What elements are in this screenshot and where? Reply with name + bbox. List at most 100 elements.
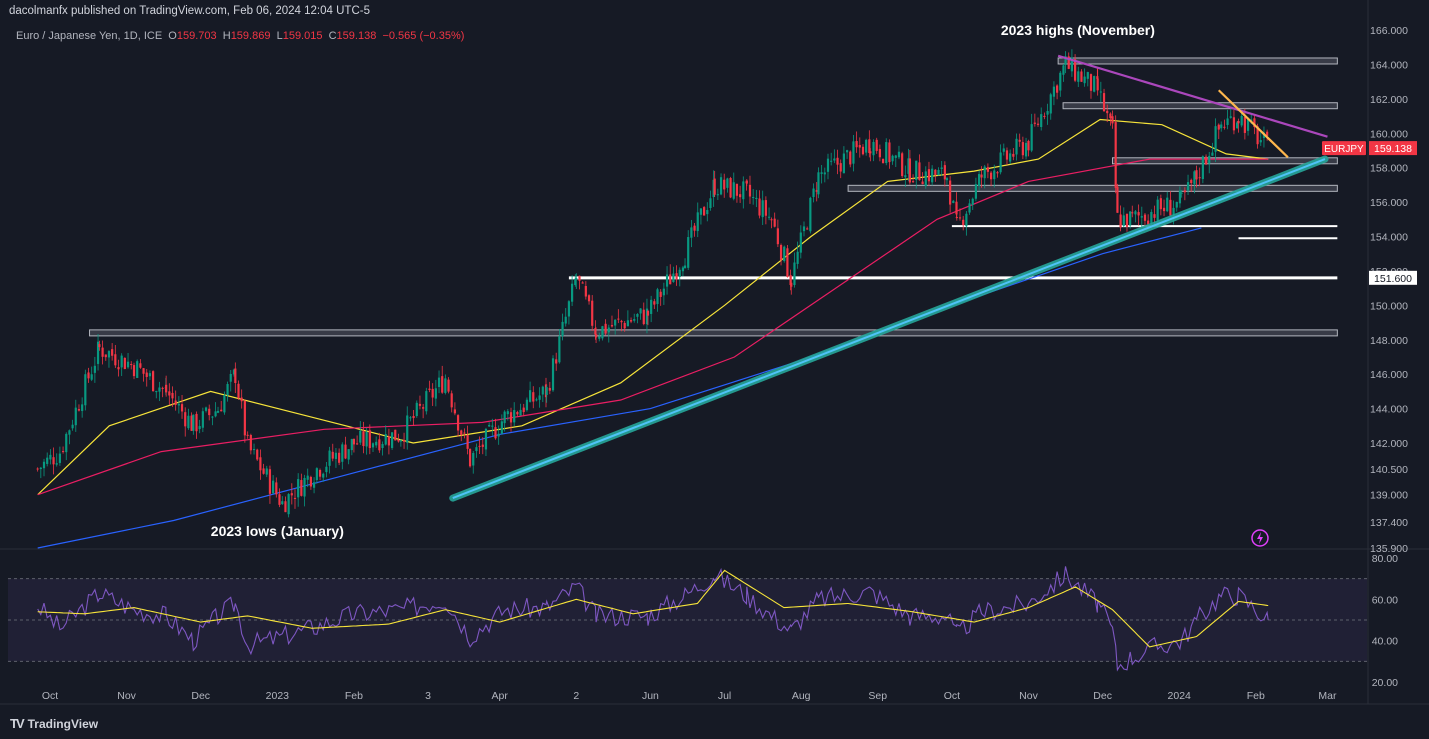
candle-body (687, 237, 690, 268)
candle-body (1143, 214, 1147, 221)
candle-body (415, 402, 418, 417)
candle-body (208, 408, 211, 416)
candle-body (216, 410, 220, 413)
price-tick-label: 146.000 (1370, 369, 1408, 381)
candle-body (359, 430, 362, 443)
candle-body (1080, 71, 1083, 82)
candle-body (463, 432, 466, 434)
candle-body (347, 449, 350, 460)
candle-body (107, 351, 111, 358)
candle-body (84, 374, 87, 406)
tradingview-brand[interactable]: TV TradingView (10, 716, 98, 731)
support-trendline-core (452, 158, 1326, 500)
candle-body (561, 321, 564, 337)
candle-body (958, 217, 962, 219)
candle-body (81, 404, 84, 412)
time-tick-label: Aug (792, 690, 811, 702)
resistance-trendline (1057, 54, 1328, 138)
candle-body (1253, 118, 1256, 128)
candle-body (888, 142, 891, 163)
candle-body (1237, 121, 1240, 124)
candle-body (1077, 71, 1080, 82)
candle-body (434, 388, 437, 399)
candle-body (390, 432, 394, 448)
candle-body (55, 463, 58, 465)
candle-body (1211, 152, 1214, 156)
candle-body (1059, 72, 1062, 91)
time-tick-label: Dec (1093, 690, 1112, 702)
candle-body (878, 149, 881, 158)
candle-body (368, 430, 371, 449)
candle-body (732, 182, 735, 199)
candle-body (58, 453, 61, 463)
candle-body (412, 415, 415, 419)
candle-body (322, 473, 325, 478)
candle-body (1043, 115, 1046, 117)
candle-body (509, 412, 513, 423)
candle-body (98, 344, 101, 348)
price-tick-label: 139.000 (1370, 490, 1408, 502)
candle-body (497, 433, 500, 437)
candle-body (693, 225, 696, 231)
candle-body (120, 355, 123, 368)
candle-body (965, 213, 968, 227)
candle-body (268, 469, 272, 494)
candle-body (790, 282, 793, 287)
candle-body (425, 391, 428, 412)
candle-body (1021, 142, 1024, 156)
candle-body (752, 197, 755, 199)
candle-body (678, 269, 681, 277)
candle-body (567, 301, 571, 317)
candle-body (931, 168, 934, 183)
candle-body (1190, 179, 1193, 184)
candle-body (1232, 117, 1236, 131)
open-value: 159.703 (176, 30, 217, 42)
candle-body (594, 334, 598, 338)
high-label: H (222, 30, 231, 42)
candle-body (49, 454, 52, 460)
candle-body (1220, 124, 1223, 129)
candle-body (636, 313, 639, 317)
candle-body (1195, 170, 1198, 180)
candle-body (786, 248, 789, 277)
candle-body (945, 178, 949, 181)
candle-body (201, 411, 204, 428)
candle-body (513, 410, 516, 423)
candle-body (767, 216, 771, 218)
candle-body (575, 278, 578, 280)
candle-body (126, 361, 130, 368)
candle-body (1116, 186, 1119, 213)
candle-body (284, 501, 287, 513)
candle-body (123, 357, 126, 370)
candle-body (1093, 76, 1096, 92)
candle-body (204, 407, 208, 411)
candle-body (93, 365, 96, 373)
candle-body (1243, 116, 1246, 133)
candle-body (574, 278, 577, 285)
candle-body (350, 439, 353, 451)
horizontal-level (1111, 157, 1338, 165)
candle-body (881, 158, 885, 164)
candle-body (1266, 131, 1269, 136)
moving-average-line (37, 118, 1269, 496)
candle-body (1153, 214, 1156, 218)
candle-body (478, 445, 481, 447)
candle-body (246, 434, 249, 436)
candle-body (1131, 212, 1134, 214)
candle-body (528, 390, 532, 402)
candle-body (758, 198, 761, 216)
low-label: L (276, 30, 283, 42)
symbol-description[interactable]: Euro / Japanese Yen, 1D, ICE (16, 30, 163, 42)
candle-body (130, 364, 133, 366)
candle-body (371, 443, 375, 448)
candle-body (1162, 207, 1166, 212)
candle-body (1140, 216, 1143, 218)
candle-body (1036, 123, 1040, 125)
candle-body (1147, 220, 1150, 225)
time-tick-label: Sep (868, 690, 887, 702)
candle-body (1156, 199, 1159, 221)
candle-body (986, 167, 989, 172)
candle-body (645, 308, 649, 325)
candle-body (607, 327, 610, 333)
